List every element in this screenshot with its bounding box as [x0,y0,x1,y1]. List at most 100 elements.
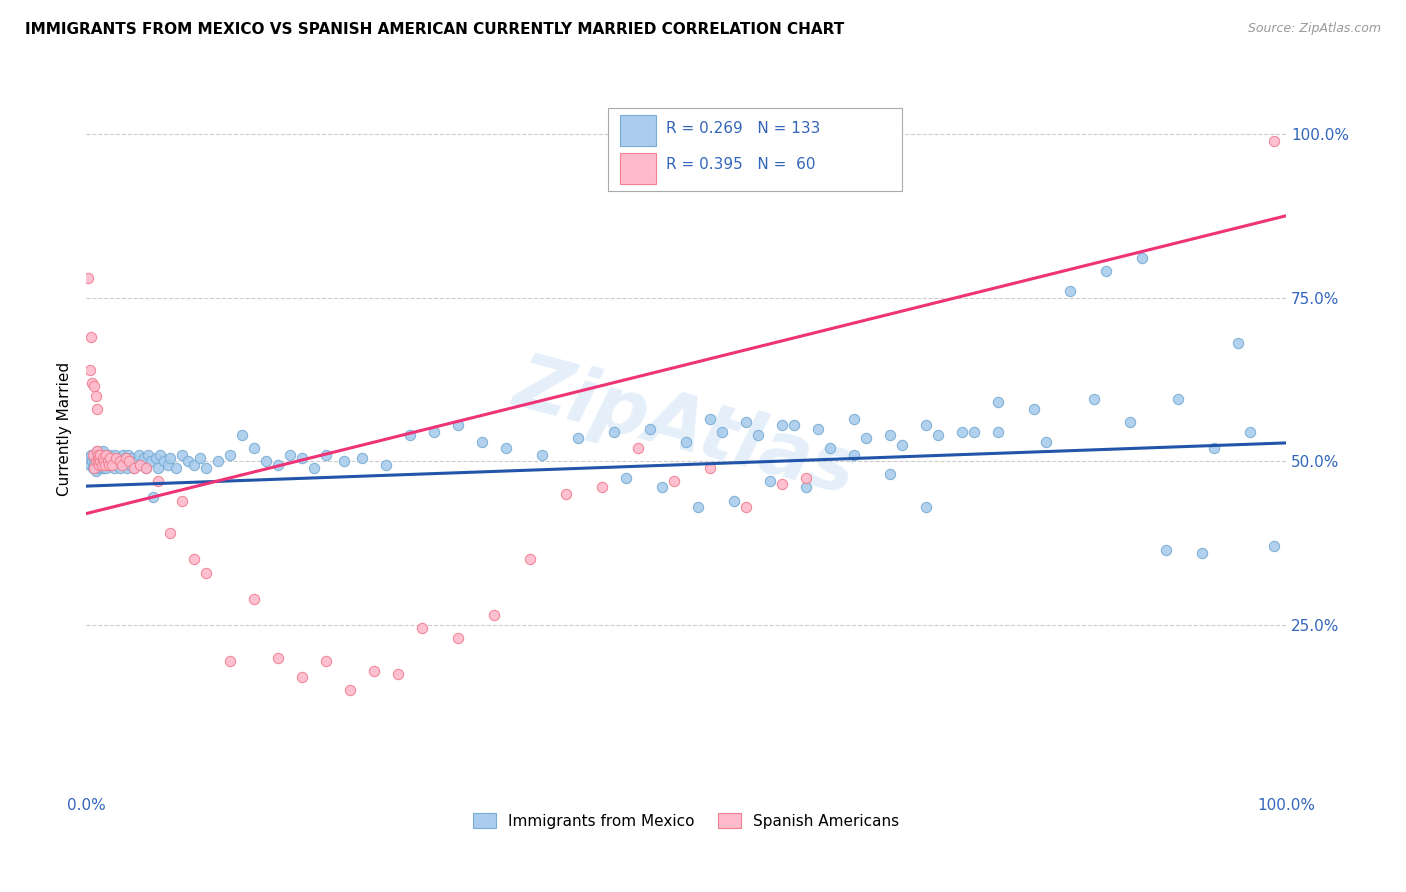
Point [614,470,637,484]
Point [145,450,167,465]
Point [118,454,141,468]
Point [315,448,337,462]
Point [101,450,124,465]
Point [83,458,105,472]
Point [1022,401,1045,416]
Point [153,454,176,468]
Point [219,654,242,668]
Point [495,441,517,455]
Point [80,330,103,344]
Point [1130,252,1153,266]
Point [83,379,105,393]
Point [93,454,115,468]
Point [1263,539,1285,553]
Point [107,450,129,465]
Point [89,454,111,468]
Point [387,667,409,681]
Point [747,428,769,442]
Point [96,460,118,475]
Point [879,467,901,482]
Point [93,450,115,465]
Point [86,454,108,468]
Point [591,480,613,494]
Point [291,670,314,684]
Point [531,448,554,462]
Point [399,428,422,442]
Point [159,450,181,465]
Point [91,450,114,465]
Text: ZipAtlas: ZipAtlas [508,347,865,509]
Point [302,460,325,475]
Point [98,450,121,465]
Point [1095,264,1118,278]
Point [103,460,125,475]
Point [686,500,709,514]
Point [807,421,830,435]
Point [83,460,105,475]
Point [111,454,134,468]
Point [111,458,134,472]
Point [84,448,107,462]
Point [207,454,229,468]
Text: Source: ZipAtlas.com: Source: ZipAtlas.com [1247,22,1381,36]
Point [84,389,107,403]
Point [243,591,266,606]
Point [950,425,973,439]
Point [219,448,242,462]
Point [87,448,110,462]
Point [770,477,793,491]
Point [79,362,101,376]
Point [651,480,673,494]
Point [105,450,128,465]
Point [987,425,1010,439]
Point [1226,336,1249,351]
Point [794,470,817,484]
Point [723,493,745,508]
Point [603,425,626,439]
Point [97,458,120,472]
Point [567,431,589,445]
Point [759,474,782,488]
Point [447,418,470,433]
Point [77,271,100,285]
Point [855,431,877,445]
Point [108,454,131,468]
Point [146,474,169,488]
Point [112,448,135,462]
Point [1167,392,1189,406]
Point [89,448,111,462]
Point [1119,415,1142,429]
Point [97,458,120,472]
Point [89,460,111,475]
Point [1239,425,1261,439]
Point [139,454,162,468]
Point [149,448,172,462]
Point [243,441,266,455]
Point [411,621,433,635]
Point [915,500,938,514]
Point [555,487,578,501]
Point [423,425,446,439]
Point [101,458,124,472]
Point [90,460,112,475]
Point [87,454,110,468]
Text: R = 0.395   N =  60: R = 0.395 N = 60 [665,157,815,172]
Point [80,448,103,462]
Point [170,448,193,462]
Point [115,460,138,475]
Point [89,454,111,468]
Point [87,458,110,472]
Point [86,444,108,458]
Point [120,458,142,472]
Point [82,460,104,475]
Point [118,454,141,468]
Point [105,458,128,472]
Point [89,458,111,472]
Point [132,450,155,465]
Point [77,450,100,465]
Point [267,650,290,665]
Point [195,566,218,580]
Point [519,552,541,566]
Point [842,411,865,425]
Point [100,458,122,472]
